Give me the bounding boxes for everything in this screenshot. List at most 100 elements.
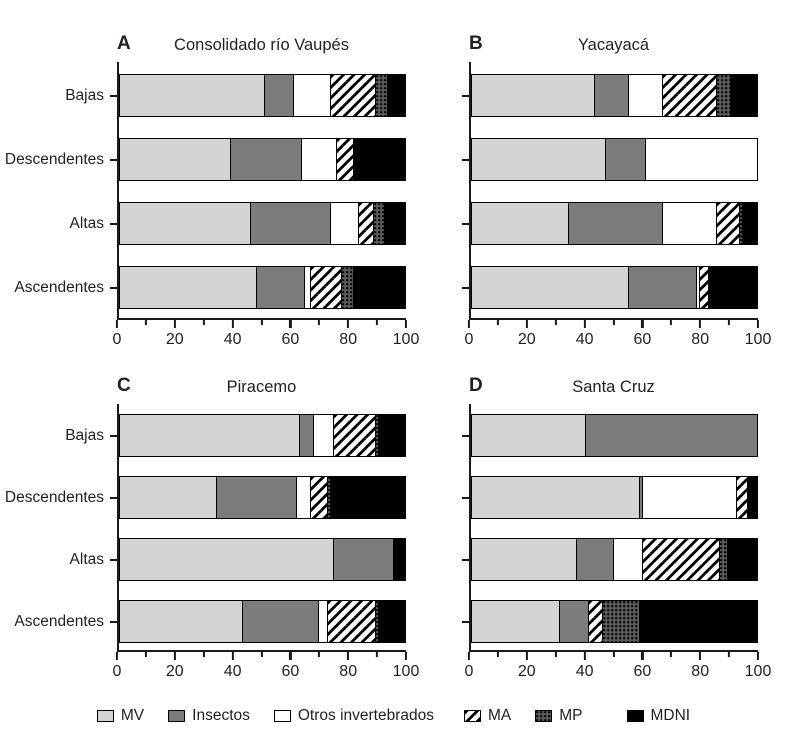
bar-segment-mdni (385, 203, 405, 244)
bar-segment-insectos (640, 477, 643, 518)
legend-label: Otros invertebrados (297, 707, 434, 724)
legend-label: MV (120, 707, 145, 724)
bar-segment-mv (120, 75, 266, 116)
x-axis-minor-tick (202, 652, 205, 657)
x-axis-tick-label: 20 (517, 331, 536, 348)
x-axis-minor-tick (496, 320, 499, 325)
x-axis-major-tick (347, 652, 350, 660)
bar-segment-otros (293, 75, 331, 116)
x-axis-tick-label: 40 (575, 663, 594, 680)
x-axis-tick-label: 20 (165, 663, 184, 680)
legend-swatch-otros-icon (273, 710, 291, 722)
bar-ascendentes (119, 266, 406, 309)
y-axis-labels: Bajas Descendentes Altas Ascendentes (0, 404, 117, 650)
bar-segment-mdni (387, 75, 405, 116)
bar-segment-otros (305, 267, 311, 308)
x-axis-major-tick (756, 320, 760, 328)
y-axis-tick (462, 620, 469, 623)
plot-area (469, 404, 758, 650)
panel-header: C Piracemo (117, 358, 406, 404)
bar-segment-ma (333, 415, 377, 456)
x-axis-minor-tick (670, 652, 673, 657)
bar-segment-ma (737, 477, 749, 518)
panel-title: Piracemo (226, 378, 297, 396)
bar-bajas (119, 74, 406, 117)
bar-segment-ma (328, 601, 377, 642)
y-axis-tick (462, 558, 469, 561)
charts-grid: A Consolidado río Vaupés Bajas Descendentes… (0, 8, 787, 690)
bar-segment-insectos (586, 415, 757, 456)
bar-segment-mdni (393, 539, 405, 580)
x-axis-minor-tick (554, 320, 557, 325)
bar-descendentes (119, 476, 406, 519)
bar-segment-ma (699, 267, 709, 308)
bar-segment-ma (642, 539, 720, 580)
x-axis-tick-label: 100 (392, 663, 420, 680)
bar-segment-mv (120, 477, 217, 518)
x-axis-minor-tick (376, 320, 379, 325)
bar-segment-mv (472, 415, 586, 456)
bar-segment-insectos (628, 267, 698, 308)
bar-segment-insectos (333, 539, 394, 580)
y-axis-tick (110, 94, 117, 97)
bar-segment-otros (296, 477, 311, 518)
y-axis-labels (440, 404, 469, 650)
x-axis-minor-tick (144, 652, 147, 657)
bar-segment-mp (739, 203, 743, 244)
x-axis: 0 20 40 60 80 100 (113, 650, 419, 690)
x-axis-major-tick (699, 652, 702, 660)
x-axis-tick-label: 100 (744, 331, 772, 348)
x-axis-major-tick (467, 652, 471, 660)
bar-segment-mdni (731, 75, 757, 116)
bar-segment-otros (697, 267, 700, 308)
x-axis-tick-label: 100 (744, 663, 772, 680)
bar-segment-mp (373, 203, 386, 244)
x-axis-minor-tick (318, 320, 321, 325)
y-axis-tick (110, 286, 117, 289)
category-label: Altas (69, 215, 104, 232)
x-axis-major-tick (231, 652, 234, 660)
x-axis-tick-label: 80 (691, 663, 710, 680)
bar-segment-otros (642, 477, 738, 518)
plot-area (117, 62, 406, 318)
x-axis: 0 20 40 60 80 100 (113, 318, 419, 358)
bar-segment-insectos (256, 267, 306, 308)
legend-item-otros: Otros invertebrados (273, 707, 434, 725)
category-label: Ascendentes (14, 279, 104, 296)
legend: MV Insectos Otros invertebrados MA MP MDNI (0, 696, 787, 736)
panel-b: B Yacayacá 0 20 40 60 80 100 (440, 8, 787, 358)
bar-altas (471, 202, 758, 245)
x-axis-major-tick (467, 320, 471, 328)
x-axis-minor-tick (612, 652, 615, 657)
bar-segment-insectos (560, 601, 589, 642)
y-axis-tick (462, 94, 469, 97)
bar-segment-mp (328, 477, 331, 518)
bar-segment-otros (662, 203, 718, 244)
bar-segment-mp (376, 75, 388, 116)
bar-ascendentes (119, 600, 406, 643)
bar-segment-mdni (708, 267, 757, 308)
bar-segment-mv (120, 267, 257, 308)
panel-d: D Santa Cruz 0 20 40 60 80 100 (440, 358, 787, 690)
panel-header: B Yacayacá (469, 8, 758, 62)
x-axis-tick-label: 60 (281, 663, 300, 680)
legend-item-mp: MP (535, 707, 583, 725)
x-axis-major-tick (173, 652, 176, 660)
bar-altas (471, 538, 758, 581)
bar-segment-mdni (379, 601, 405, 642)
panel-header: D Santa Cruz (469, 358, 758, 404)
bar-segment-mp (719, 539, 729, 580)
x-axis-major-tick (289, 320, 292, 328)
y-axis-tick (462, 434, 469, 437)
x-axis-tick-label: 40 (223, 663, 242, 680)
x-axis-minor-tick (612, 320, 615, 325)
bar-segment-ma (310, 477, 329, 518)
legend-label: MA (488, 707, 512, 724)
x-axis-tick-label: 20 (165, 331, 184, 348)
y-axis-tick (462, 496, 469, 499)
legend-item-mv: MV (96, 707, 145, 725)
bar-segment-mdni (742, 203, 757, 244)
bar-segment-mp (376, 601, 380, 642)
legend-swatch-ma-icon (464, 710, 481, 722)
